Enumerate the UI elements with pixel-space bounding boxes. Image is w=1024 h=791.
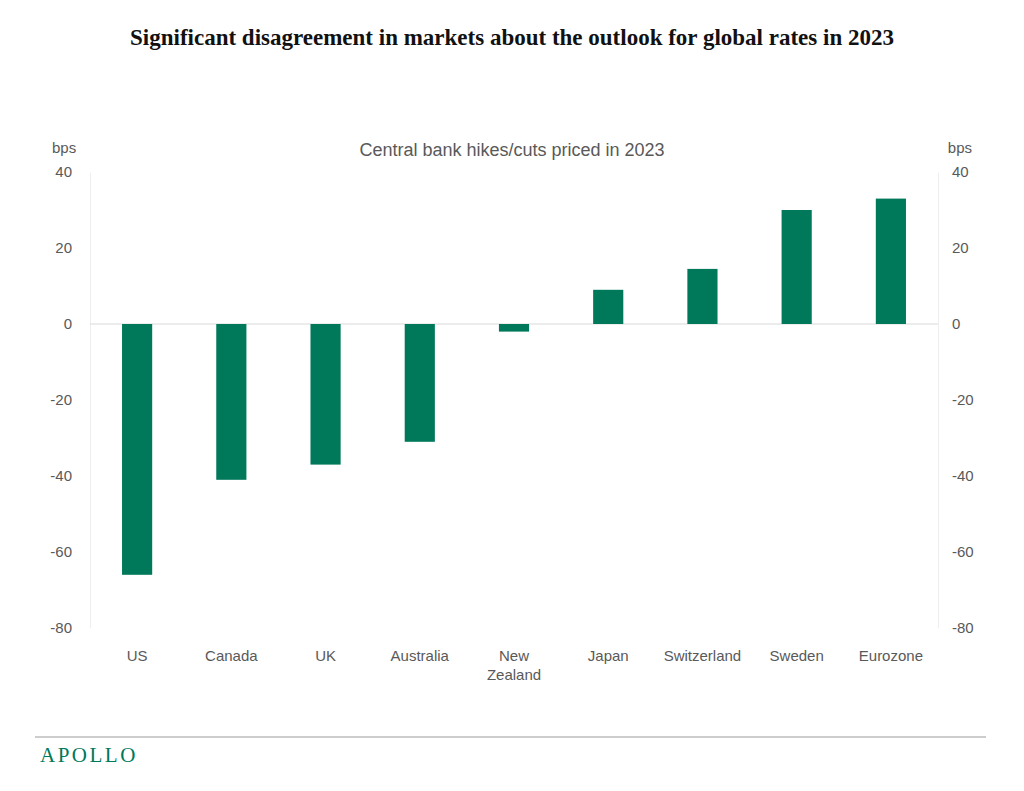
tick: 40 [938, 163, 969, 180]
tick-label: -60 [50, 543, 72, 560]
footer-logo: APOLLO [40, 743, 138, 767]
tick-label: Japan [588, 647, 629, 664]
tick-label: UK [315, 647, 336, 664]
tick: -80 [50, 619, 90, 636]
y-axis-right: 40 20 0 -20 -40 -60 -80 [938, 163, 974, 636]
bar [782, 210, 812, 324]
bar [499, 324, 529, 332]
tick-label: -60 [952, 543, 974, 560]
tick-label: 0 [64, 315, 72, 332]
tick: 20 [55, 239, 90, 256]
tick: Eurozone [859, 628, 923, 664]
tick-label: US [127, 647, 148, 664]
y-label-left: bps [52, 139, 76, 156]
title: Significant disagreement in markets abou… [130, 25, 894, 50]
tick-label: -20 [50, 391, 72, 408]
tick: Canada [205, 628, 258, 664]
bars [122, 199, 906, 575]
x-axis: US Canada UK Australia New Zealand Japan Switze… [127, 628, 923, 683]
tick: 40 [55, 163, 90, 180]
tick-label: 20 [952, 239, 969, 256]
axis-line [938, 173, 939, 629]
tick-label: -80 [952, 619, 974, 636]
tick: 20 [938, 239, 969, 256]
tick-label: Sweden [770, 647, 824, 664]
bar [122, 324, 152, 575]
tick-label: 0 [952, 315, 960, 332]
bar [876, 199, 906, 324]
tick-label: 40 [952, 163, 969, 180]
footer-rule [35, 737, 986, 738]
tick-label: Canada [205, 647, 258, 664]
tick: Switzerland [664, 628, 742, 664]
tick: US [127, 628, 148, 664]
tick: Japan [588, 628, 629, 664]
tick: Australia [391, 628, 450, 664]
bar [687, 269, 717, 324]
tick: -60 [938, 543, 974, 560]
tick-label-line: New [499, 647, 529, 664]
subtitle: Central bank hikes/cuts priced in 2023 [359, 140, 664, 160]
tick-label: Switzerland [664, 647, 742, 664]
axis-line [90, 173, 91, 629]
bar [593, 290, 623, 324]
tick: -40 [938, 467, 974, 484]
tick: -20 [50, 391, 90, 408]
tick: 0 [938, 315, 960, 332]
tick-label: Australia [391, 647, 450, 664]
tick-label: -80 [50, 619, 72, 636]
tick-label-line: Zealand [487, 666, 541, 683]
tick: -40 [50, 467, 90, 484]
tick-label: -40 [50, 467, 72, 484]
tick: 0 [64, 315, 90, 332]
tick: Sweden [770, 628, 824, 664]
tick-label: 20 [55, 239, 72, 256]
tick-label: -20 [952, 391, 974, 408]
tick: New Zealand [487, 628, 541, 683]
tick: -60 [50, 543, 90, 560]
tick: -20 [938, 391, 974, 408]
tick-label: New Zealand [487, 647, 541, 684]
tick-label: Eurozone [859, 647, 923, 664]
chart: Significant disagreement in markets abou… [0, 0, 1024, 791]
bar [216, 324, 246, 480]
bar [405, 324, 435, 442]
y-label-right: bps [948, 139, 972, 156]
tick-label: 40 [55, 163, 72, 180]
tick: UK [315, 628, 336, 664]
tick-label: -40 [952, 467, 974, 484]
tick: -80 [938, 619, 974, 636]
bar [310, 324, 340, 465]
plot: 40 20 0 -20 -40 -60 -80 40 20 0 -20 -40 -60 -80 US Cana… [50, 163, 973, 683]
y-axis-left: 40 20 0 -20 -40 -60 -80 [50, 163, 90, 636]
